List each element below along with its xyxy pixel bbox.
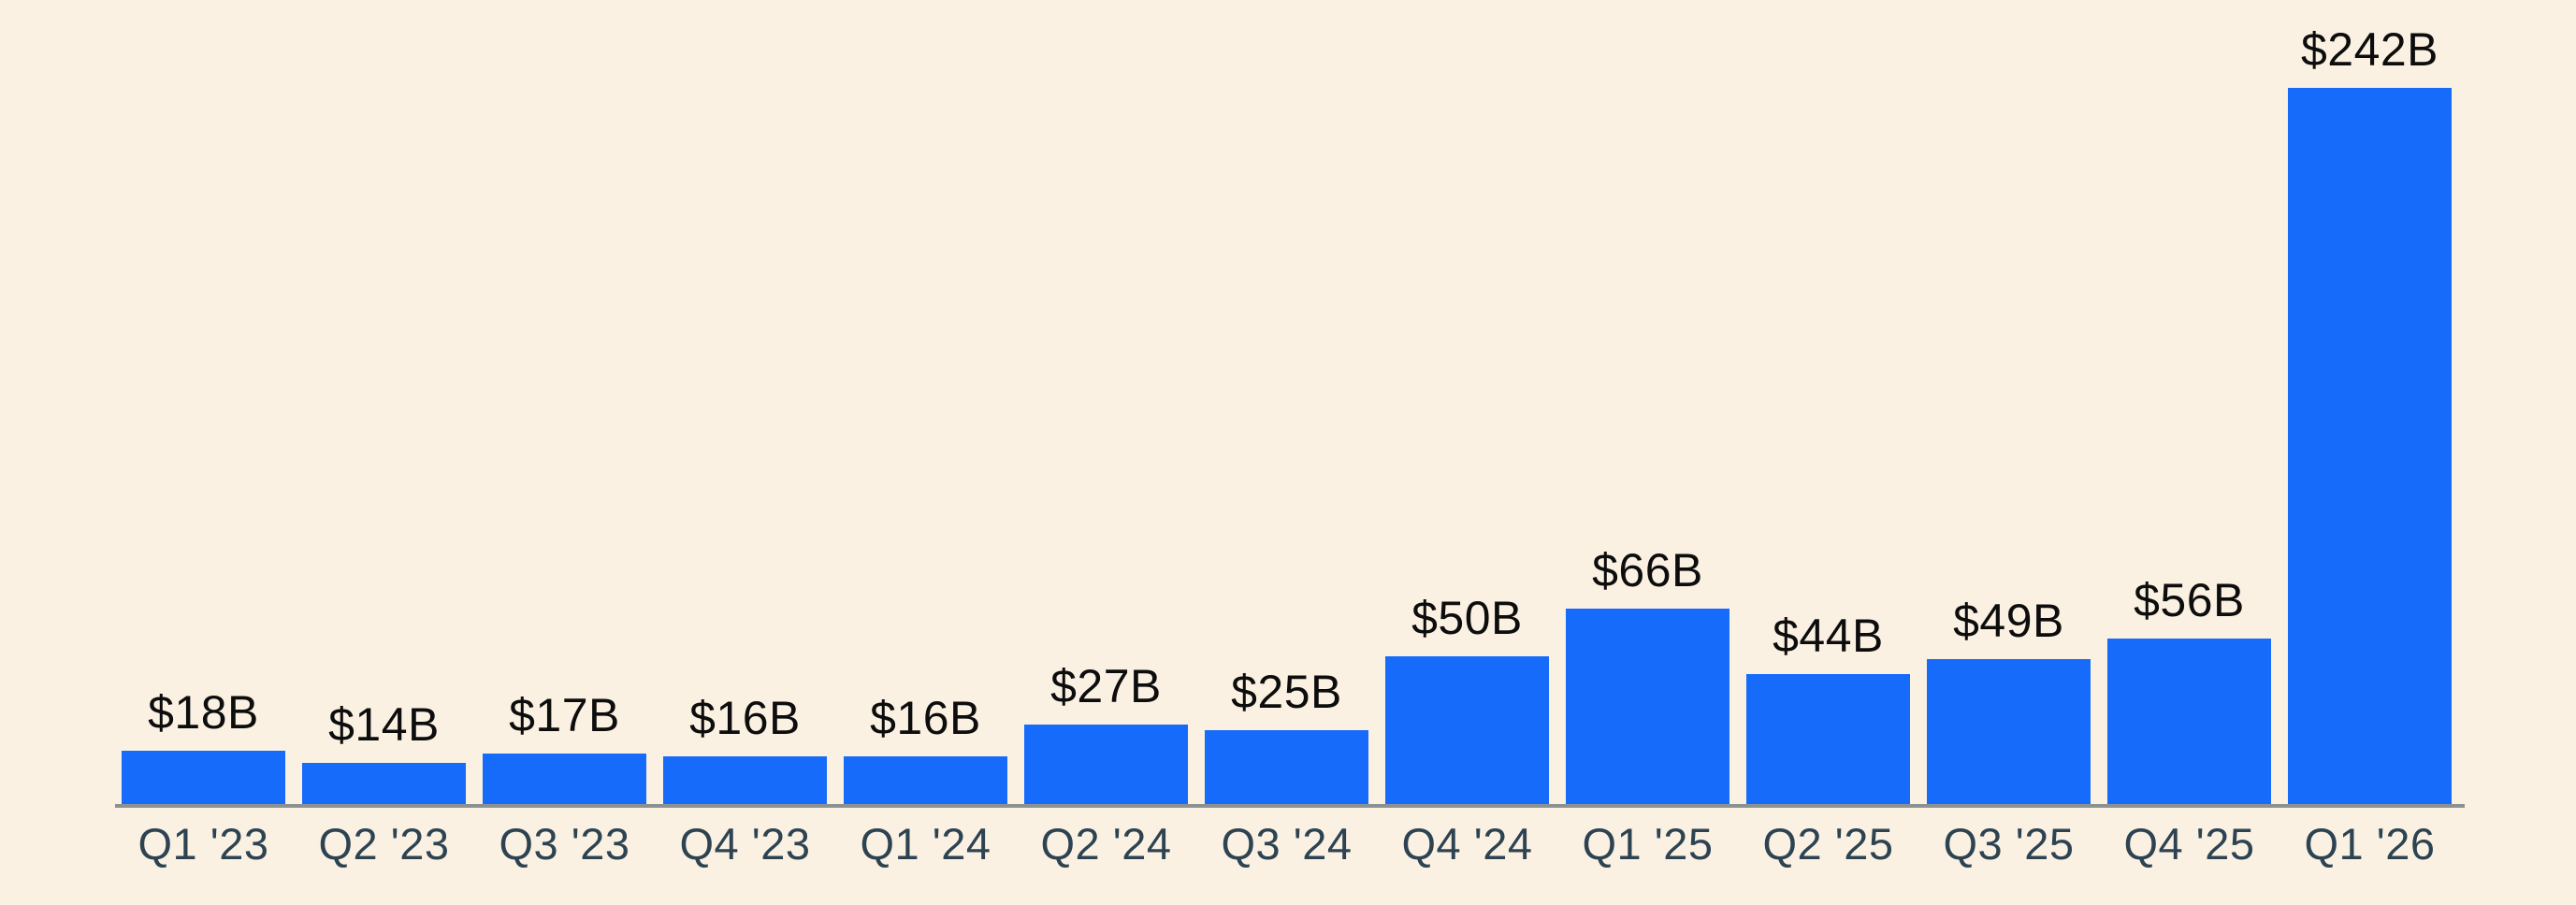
x-axis-tick-label: Q4 '23 bbox=[679, 819, 811, 869]
x-axis-tick-label: Q2 '25 bbox=[1762, 819, 1894, 869]
bar-column: $14B bbox=[302, 697, 466, 804]
x-axis-tick-label: Q2 '23 bbox=[318, 819, 450, 869]
x-axis-tick-label: Q1 '23 bbox=[137, 819, 269, 869]
bar-column: $66B bbox=[1566, 545, 1729, 804]
bar bbox=[2288, 88, 2452, 804]
bar-column: $25B bbox=[1205, 665, 1368, 804]
bar-value-label: $56B bbox=[2134, 573, 2245, 626]
bar-column: $242B bbox=[2288, 24, 2452, 804]
bar bbox=[122, 751, 285, 804]
bar-value-label: $17B bbox=[509, 689, 620, 742]
x-axis-labels: Q1 '23 Q2 '23 Q3 '23 Q4 '23 Q1 '24 Q2 '24 Q3 '… bbox=[122, 819, 2452, 869]
x-axis-tick-label: Q2 '24 bbox=[1040, 819, 1172, 869]
bar-column: $50B bbox=[1385, 591, 1549, 804]
bar-value-label: $14B bbox=[328, 697, 440, 751]
bar-value-label: $27B bbox=[1050, 659, 1162, 712]
bar-column: $44B bbox=[1746, 609, 1910, 804]
x-axis-tick-label: Q1 '26 bbox=[2304, 819, 2436, 869]
bar-column: $17B bbox=[483, 690, 646, 804]
x-axis-tick-label: Q4 '25 bbox=[2123, 819, 2255, 869]
bar-column: $16B bbox=[844, 693, 1007, 804]
bar bbox=[2107, 638, 2271, 804]
bar-value-label: $50B bbox=[1411, 591, 1523, 644]
x-axis-tick-label: Q3 '25 bbox=[1943, 819, 2075, 869]
bar-value-label: $49B bbox=[1953, 594, 2064, 647]
bar-value-label: $66B bbox=[1592, 544, 1703, 597]
bar-value-label: $44B bbox=[1773, 609, 1884, 662]
bar-value-label: $25B bbox=[1231, 665, 1342, 718]
bar bbox=[1746, 673, 1910, 804]
x-axis-tick-label: Q1 '24 bbox=[860, 819, 991, 869]
x-axis-tick-label: Q1 '25 bbox=[1582, 819, 1714, 869]
x-axis-tick-label: Q3 '24 bbox=[1221, 819, 1353, 869]
x-axis-tick-label: Q4 '24 bbox=[1401, 819, 1533, 869]
bar-value-label: $16B bbox=[870, 692, 981, 745]
bar-column: $18B bbox=[122, 687, 285, 804]
bar-value-label: $16B bbox=[689, 692, 801, 745]
bar-column: $56B bbox=[2107, 573, 2271, 804]
bar bbox=[483, 754, 646, 804]
bar-column: $27B bbox=[1024, 659, 1188, 804]
bar bbox=[844, 756, 1007, 804]
bar bbox=[1566, 609, 1729, 804]
bar bbox=[1385, 655, 1549, 804]
bar bbox=[1024, 724, 1188, 804]
bar-value-label: $18B bbox=[148, 686, 259, 739]
bars-container: $18B $14B $17B $16B $16B $27B $25B $50B $66B $44B… bbox=[122, 24, 2452, 804]
bar-column: $16B bbox=[663, 693, 827, 804]
bar bbox=[1927, 658, 2091, 804]
bar-value-label: $242B bbox=[2300, 23, 2439, 76]
bar-column: $49B bbox=[1927, 594, 2091, 804]
bar bbox=[302, 762, 466, 804]
bar bbox=[1205, 729, 1368, 804]
x-axis-line bbox=[115, 804, 2465, 808]
bar bbox=[663, 756, 827, 804]
x-axis-tick-label: Q3 '23 bbox=[499, 819, 630, 869]
